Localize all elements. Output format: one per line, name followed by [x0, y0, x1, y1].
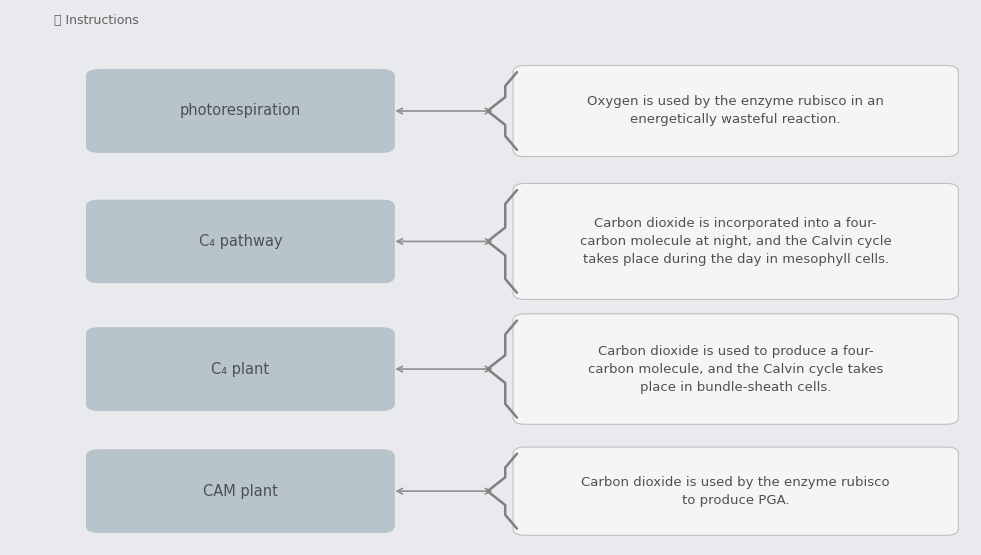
Text: Carbon dioxide is incorporated into a four-
carbon molecule at night, and the Ca: Carbon dioxide is incorporated into a fo… — [580, 217, 892, 266]
FancyBboxPatch shape — [513, 65, 958, 157]
Text: CAM plant: CAM plant — [203, 483, 278, 499]
FancyBboxPatch shape — [86, 327, 394, 411]
FancyBboxPatch shape — [513, 447, 958, 535]
Text: C₄ pathway: C₄ pathway — [198, 234, 283, 249]
Text: Oxygen is used by the enzyme rubisco in an
energetically wasteful reaction.: Oxygen is used by the enzyme rubisco in … — [588, 95, 884, 127]
FancyBboxPatch shape — [513, 314, 958, 424]
Text: photorespiration: photorespiration — [180, 103, 301, 119]
Text: Carbon dioxide is used to produce a four-
carbon molecule, and the Calvin cycle : Carbon dioxide is used to produce a four… — [588, 345, 884, 393]
Text: C₄ plant: C₄ plant — [211, 361, 270, 377]
FancyBboxPatch shape — [86, 450, 394, 533]
FancyBboxPatch shape — [86, 200, 394, 283]
Text: ⓘ Instructions: ⓘ Instructions — [54, 14, 138, 27]
FancyBboxPatch shape — [513, 184, 958, 300]
FancyBboxPatch shape — [86, 69, 394, 152]
Text: Carbon dioxide is used by the enzyme rubisco
to produce PGA.: Carbon dioxide is used by the enzyme rub… — [582, 476, 890, 507]
